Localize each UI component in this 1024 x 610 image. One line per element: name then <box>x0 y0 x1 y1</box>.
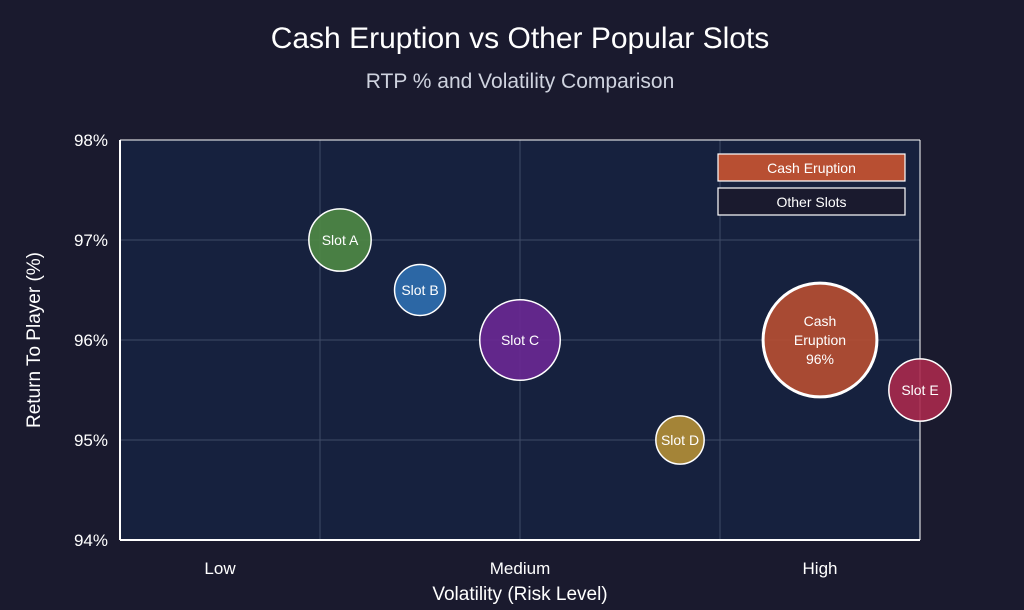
y-tick-label: 96% <box>74 331 108 350</box>
chart-subtitle: RTP % and Volatility Comparison <box>366 70 675 93</box>
x-tick-label: High <box>803 559 838 578</box>
y-tick-label: 97% <box>74 231 108 250</box>
bubble-marker <box>479 299 561 381</box>
bubble-label: Cash <box>804 313 837 329</box>
y-tick-label: 98% <box>74 131 108 150</box>
bubble-slot-e: Slot E <box>888 358 952 422</box>
legend-label: Other Slots <box>776 194 846 210</box>
chart-title: Cash Eruption vs Other Popular Slots <box>271 22 770 55</box>
plot-area: 94% 95% 96% 97% 98% Low Medium High Slot A Slot B… <box>74 131 952 578</box>
bubble-label: Slot B <box>401 282 438 298</box>
bubble-label: Eruption <box>794 332 846 348</box>
x-axis-label: Volatility (Risk Level) <box>432 584 607 605</box>
legend: Cash Eruption Other Slots <box>717 153 906 216</box>
bubble-label: Slot D <box>661 432 699 448</box>
legend-swatch <box>717 187 906 216</box>
bubble-slot-a: Slot A <box>308 208 372 272</box>
bubble-slot-d: Slot D <box>655 415 705 465</box>
x-tick-label: Low <box>204 559 236 578</box>
bubble-label: Slot C <box>501 332 539 348</box>
bubble-marker <box>393 263 447 317</box>
bubble-slot-b: Slot B <box>393 263 447 317</box>
bubble-label: 96% <box>806 351 834 367</box>
legend-label: Cash Eruption <box>767 160 856 176</box>
y-axis-label: Return To Player (%) <box>24 252 45 428</box>
bubble-slot-c: Slot C <box>479 299 561 381</box>
bubble-marker <box>888 358 952 422</box>
bubble-label: Slot E <box>901 382 938 398</box>
bubble-marker <box>655 415 705 465</box>
x-tick-label: Medium <box>490 559 550 578</box>
bubble-marker <box>308 208 372 272</box>
bubble-cash-eruption: Cash Eruption 96% <box>761 281 879 399</box>
y-tick-label: 95% <box>74 431 108 450</box>
legend-swatch <box>717 153 906 182</box>
bubble-label: Slot A <box>322 232 359 248</box>
bubble-marker <box>761 281 879 399</box>
y-tick-label: 94% <box>74 531 108 550</box>
